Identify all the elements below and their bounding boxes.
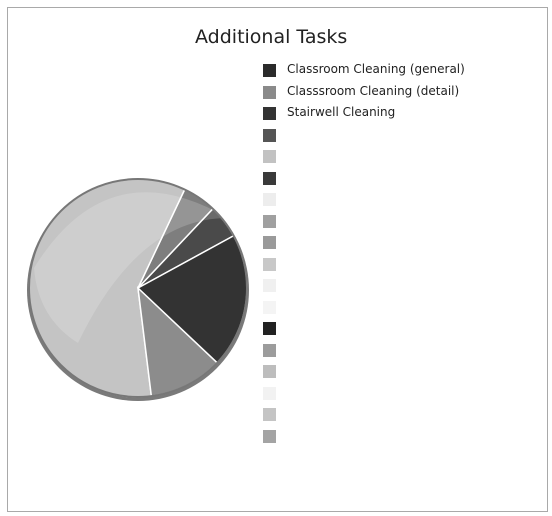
legend-swatch bbox=[263, 150, 276, 163]
legend-label: Stairwell Cleaning bbox=[287, 105, 396, 119]
legend-swatch bbox=[263, 365, 276, 378]
legend-label: Classroom Cleaning (general) bbox=[287, 62, 465, 76]
legend-swatch bbox=[263, 343, 276, 357]
legend-swatch bbox=[263, 257, 276, 271]
legend-swatch bbox=[263, 171, 276, 185]
legend-swatch bbox=[263, 107, 276, 120]
legend-swatch bbox=[263, 128, 276, 142]
legend-swatch bbox=[263, 236, 276, 249]
legend-swatch bbox=[263, 322, 276, 335]
legend-swatch bbox=[263, 85, 276, 99]
legend-swatch bbox=[263, 408, 276, 421]
legend-swatch bbox=[263, 300, 276, 314]
pie-outline bbox=[28, 178, 248, 398]
legend-swatch bbox=[263, 193, 276, 206]
pie-gloss bbox=[34, 192, 228, 343]
legend-swatch bbox=[263, 386, 276, 400]
legend-swatch bbox=[263, 429, 276, 443]
legend-label: Classsroom Cleaning (detail) bbox=[287, 83, 460, 98]
legend-swatch bbox=[263, 279, 276, 292]
legend-swatch bbox=[263, 64, 276, 77]
legend-swatch bbox=[263, 214, 276, 228]
chart-title: Additional Tasks bbox=[195, 26, 348, 48]
